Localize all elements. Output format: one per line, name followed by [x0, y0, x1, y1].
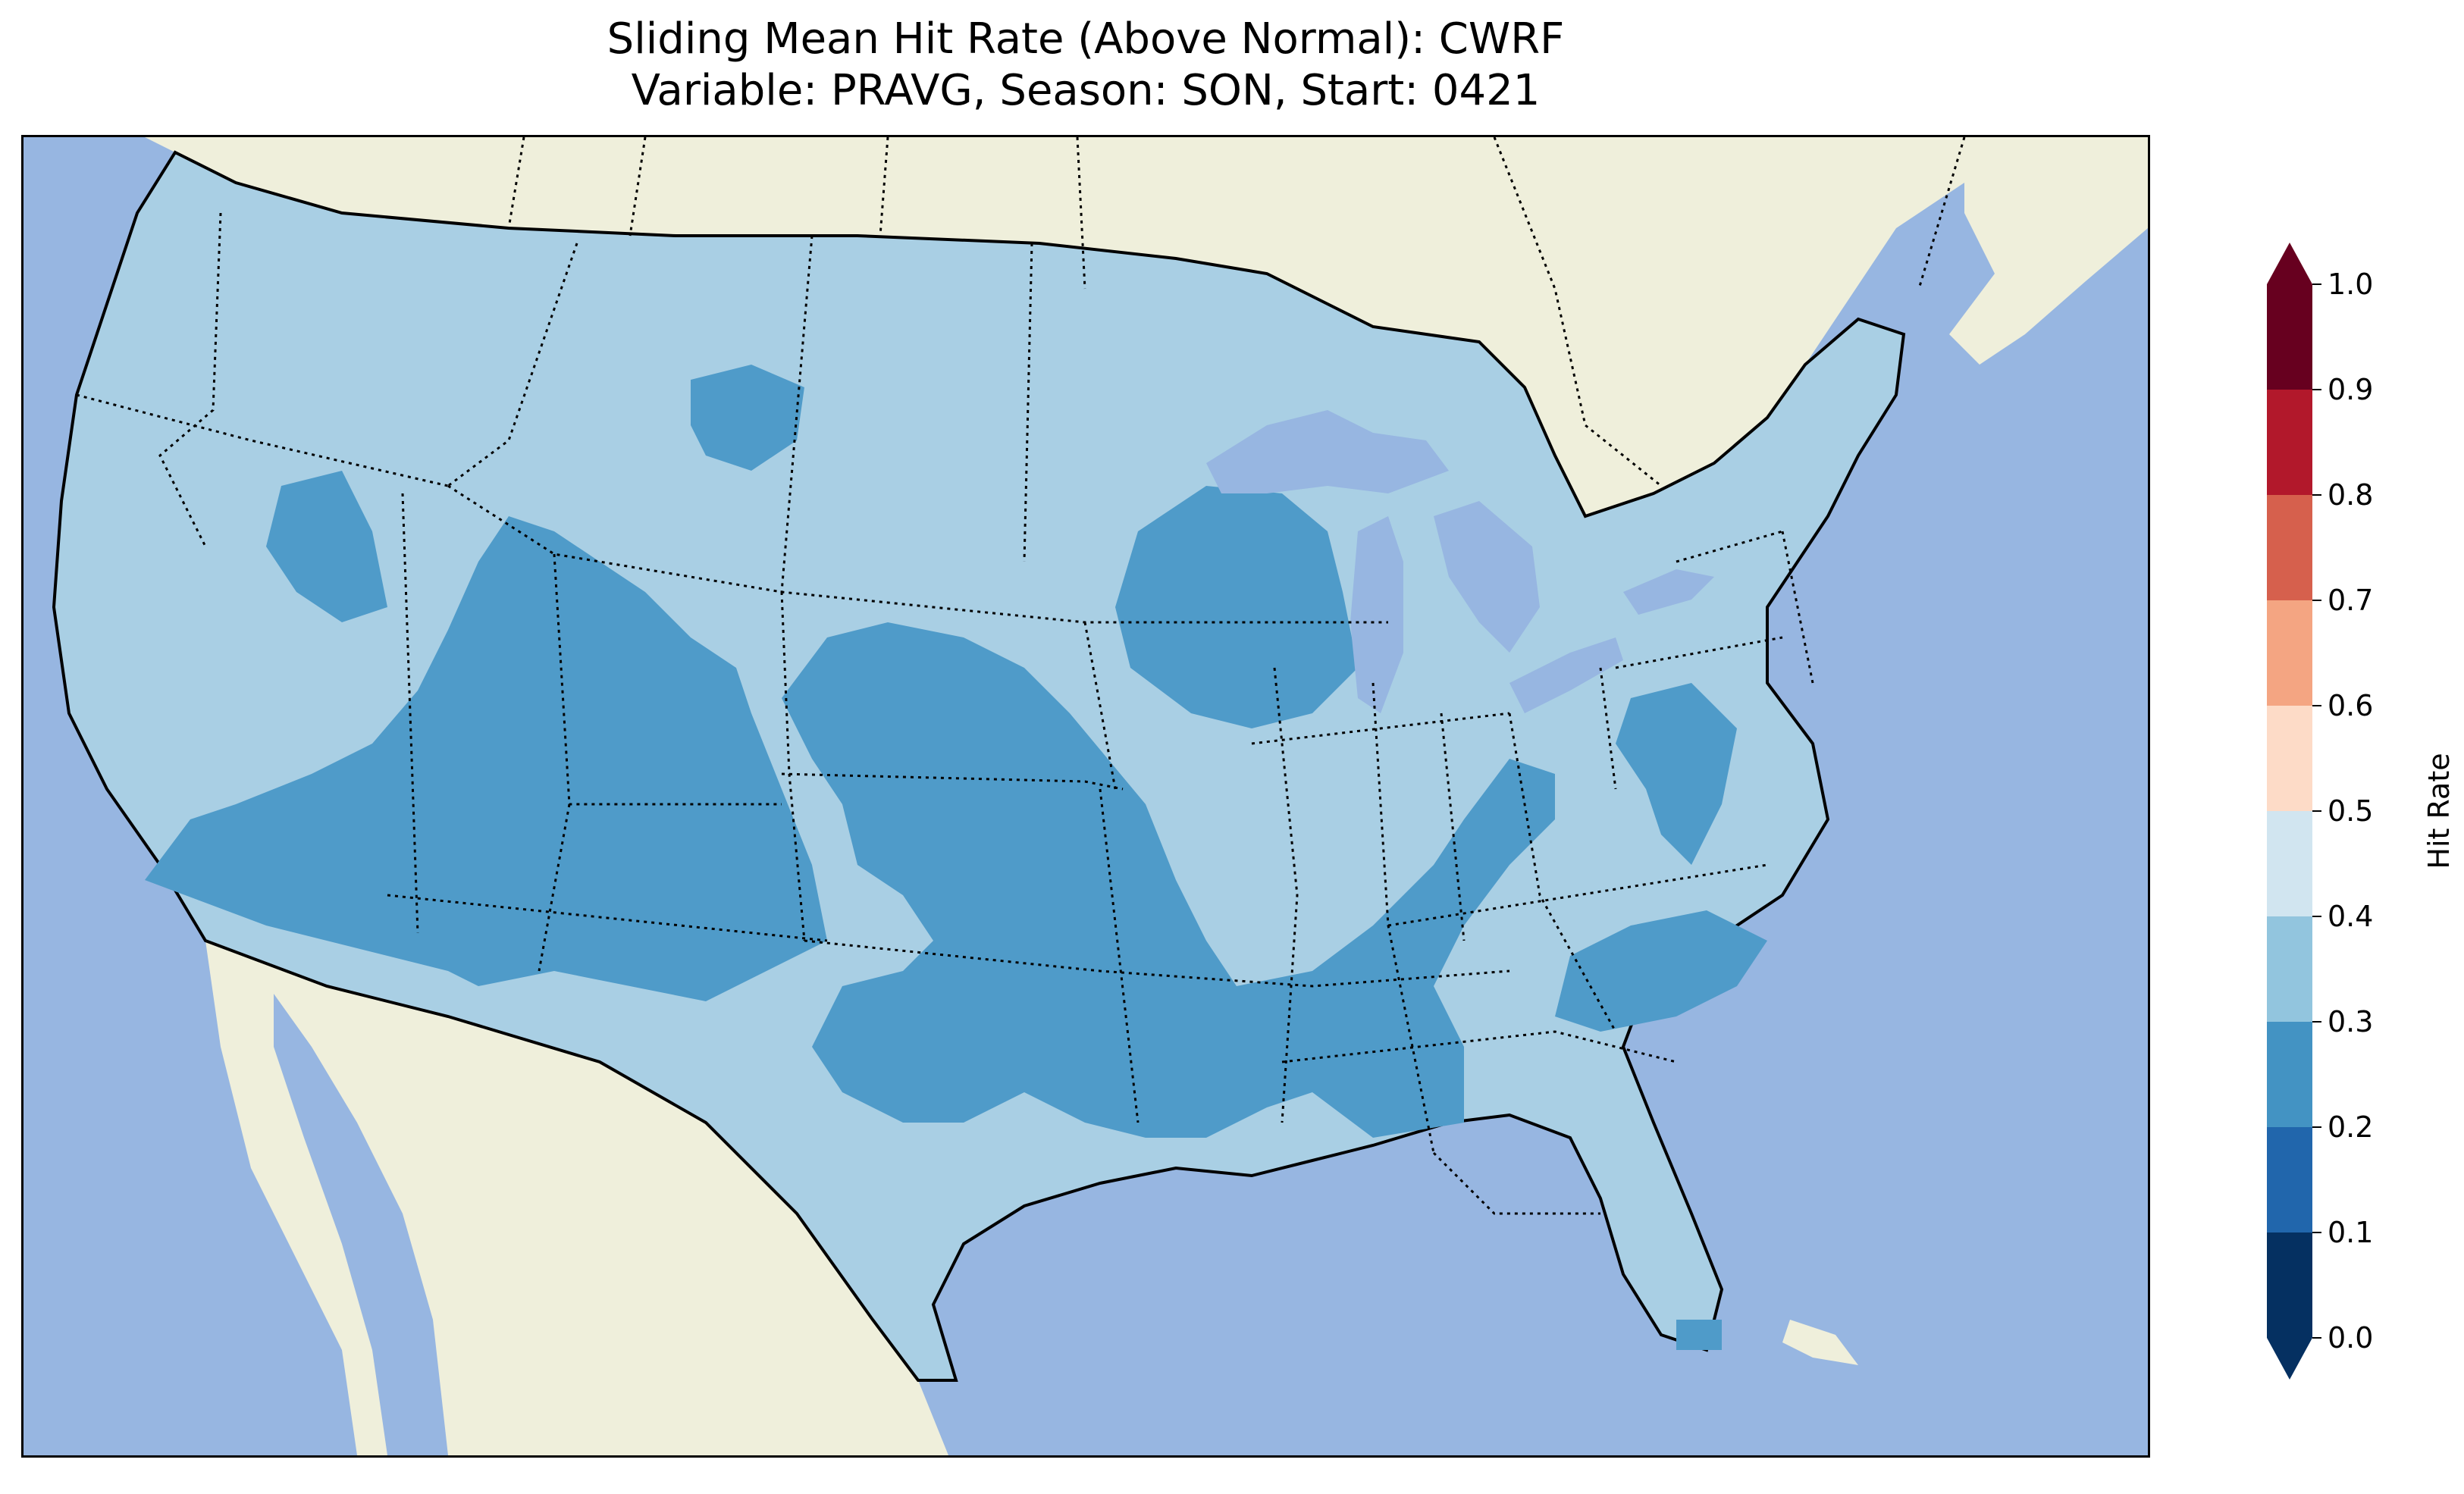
colorbar-bin [2267, 706, 2312, 811]
gulf-of-california [274, 994, 448, 1455]
map-panel [21, 135, 2150, 1458]
colorbar-bin [2267, 916, 2312, 1022]
lake-huron [1434, 501, 1540, 653]
cuba-land [1782, 1320, 1858, 1365]
lake-ontario [1623, 569, 1714, 615]
colorbar-tick-label: 0.8 [2328, 478, 2373, 512]
region-carolinas [1555, 910, 1767, 1032]
great-lakes [1206, 410, 1714, 713]
region-central [782, 622, 1555, 1138]
colorbar-ticks: 0.0 0.1 0.2 0.3 0.4 0.5 0.6 0.7 0.8 0.9 1.0 [2312, 268, 2373, 1355]
colorbar-bin [2267, 811, 2312, 916]
colorbar-bin [2267, 1127, 2312, 1232]
colorbar-bin [2267, 284, 2312, 390]
colorbar-bins [2267, 284, 2312, 1338]
colorbar-bin [2267, 1022, 2312, 1127]
map-canvas [24, 137, 2148, 1455]
lake-superior [1206, 410, 1449, 493]
colorbar-tick-label: 0.9 [2328, 373, 2373, 406]
chart-title: Sliding Mean Hit Rate (Above Normal): CW… [21, 14, 2150, 117]
region-mid-atlantic [1616, 683, 1737, 865]
atlantic-canada-land [1949, 137, 2148, 365]
title-line-1: Sliding Mean Hit Rate (Above Normal): CW… [607, 14, 1565, 64]
colorbar-bin [2267, 390, 2312, 495]
colorbar-bin [2267, 495, 2312, 600]
lake-michigan [1350, 516, 1403, 713]
colorbar-tick-label: 0.6 [2328, 689, 2373, 722]
colorbar-tick-label: 0.7 [2328, 584, 2373, 617]
colorbar-tick-label: 0.3 [2328, 1005, 2373, 1038]
colorbar-extend-high [2267, 243, 2312, 284]
hit-0-2-0-3-regions [145, 365, 1767, 1350]
province-borders [507, 137, 1966, 487]
region-southwest [145, 516, 827, 1001]
region-pacific-nw [266, 471, 387, 622]
colorbar-bin [2267, 1232, 2312, 1338]
colorbar-tick-label: 0.0 [2328, 1321, 2373, 1355]
colorbar-tick-label: 1.0 [2328, 268, 2373, 301]
colorbar-tick-label: 0.5 [2328, 794, 2373, 828]
colorbar-extend-low [2267, 1338, 2312, 1380]
colorbar-label: Hit Rate [2422, 753, 2456, 869]
region-wisconsin [1115, 486, 1358, 728]
colorbar-tick-label: 0.1 [2328, 1216, 2373, 1249]
state-borders [76, 212, 1814, 1215]
region-montana [691, 365, 804, 471]
colorbar-bin [2267, 600, 2312, 706]
lake-erie [1509, 637, 1623, 713]
title-line-2: Variable: PRAVG, Season: SON, Start: 042… [631, 66, 1541, 115]
region-florida-keys [1676, 1320, 1722, 1350]
colorbar-tick-label: 0.2 [2328, 1110, 2373, 1144]
colorbar: 0.0 0.1 0.2 0.3 0.4 0.5 0.6 0.7 0.8 0.9 1.0 Hit Ra… [2267, 243, 2456, 1380]
colorbar-tick-label: 0.4 [2328, 900, 2373, 933]
